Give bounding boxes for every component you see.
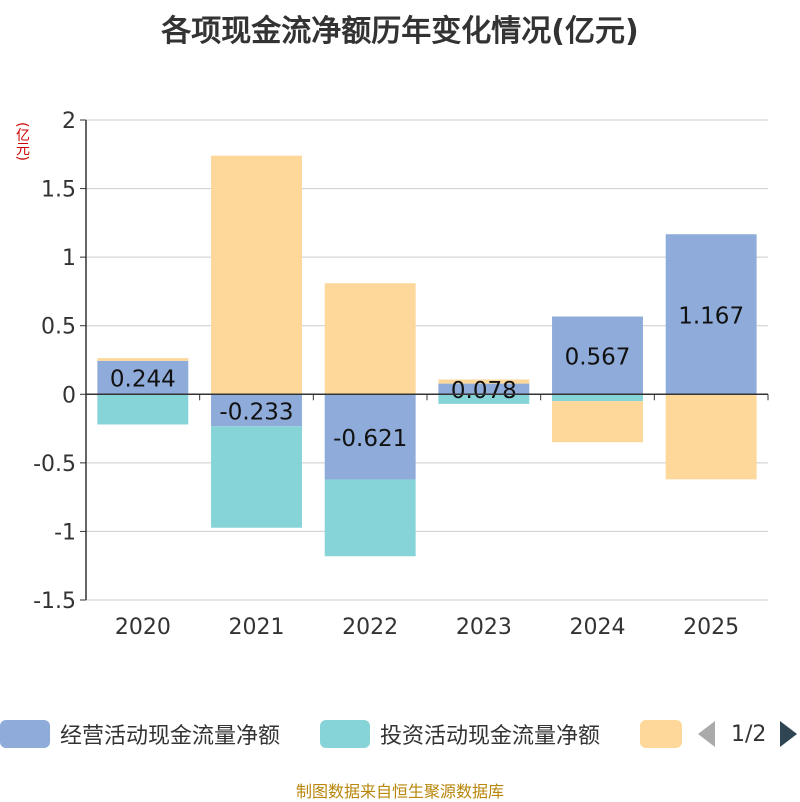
bar-2025-series-2 bbox=[665, 394, 757, 480]
legend-swatch-investing bbox=[320, 720, 370, 748]
y-tick-label: -0.5 bbox=[33, 452, 76, 477]
y-axis-unit-label: (亿元) bbox=[14, 122, 30, 161]
legend-page-indicator: 1/2 bbox=[731, 721, 767, 747]
data-label-2023: 0.078 bbox=[451, 378, 517, 404]
bar-2024-series-2 bbox=[552, 401, 643, 443]
data-label-2025: 1.167 bbox=[678, 303, 744, 329]
bar-2020-series-2 bbox=[97, 358, 189, 361]
x-tick-label: 2021 bbox=[229, 615, 285, 640]
x-tick-label: 2025 bbox=[683, 615, 739, 640]
data-label-2021: -0.233 bbox=[219, 399, 293, 425]
bar-2023-series-1 bbox=[438, 394, 530, 404]
y-tick-label: -1.5 bbox=[33, 589, 76, 614]
chart-area: 2 1.5 1 0.5 0 -0.5 -1 -1.5 0.244 2020 -0.233 2021 -0… bbox=[33, 109, 769, 640]
bar-2021-series-1 bbox=[211, 426, 302, 528]
x-tick-label: 2020 bbox=[115, 615, 171, 640]
bar-2024-series-1 bbox=[552, 394, 643, 402]
legend-item-operating[interactable]: 经营活动现金流量净额 bbox=[0, 716, 280, 752]
bar-2023-series-0 bbox=[438, 383, 530, 395]
legend-next-page-icon[interactable] bbox=[780, 721, 798, 747]
bar-2024-series-0 bbox=[552, 316, 643, 395]
y-tick-label: -1 bbox=[54, 520, 76, 545]
legend-swatch-financing bbox=[640, 720, 682, 748]
bar-2020-series-0 bbox=[97, 360, 189, 395]
legend-pager: 1/2 bbox=[698, 716, 798, 752]
y-tick-label: 0 bbox=[62, 383, 76, 408]
legend-prev-page-icon[interactable] bbox=[698, 721, 715, 747]
bar-2020-series-1 bbox=[97, 394, 189, 425]
x-tick-label: 2024 bbox=[570, 615, 626, 640]
data-label-2024: 0.567 bbox=[565, 344, 631, 370]
data-source-note: 制图数据来自恒生聚源数据库 bbox=[295, 782, 504, 801]
data-label-2020: 0.244 bbox=[110, 367, 176, 393]
bar-2021-series-0 bbox=[211, 394, 302, 427]
y-tick-label: 1 bbox=[62, 246, 76, 271]
legend-item-financing[interactable] bbox=[640, 716, 682, 752]
x-tick-label: 2022 bbox=[342, 615, 398, 640]
data-label-2022: -0.621 bbox=[333, 426, 407, 452]
bar-2022-series-2 bbox=[324, 283, 416, 395]
y-tick-label: 0.5 bbox=[41, 315, 76, 340]
legend-item-investing[interactable]: 投资活动现金流量净额 bbox=[320, 716, 600, 752]
chart-title: 各项现金流净额历年变化情况(亿元) bbox=[161, 14, 639, 49]
y-tick-label: 2 bbox=[62, 109, 76, 134]
legend: 经营活动现金流量净额 投资活动现金流量净额 1/2 bbox=[0, 716, 800, 752]
x-tick-label: 2023 bbox=[456, 615, 512, 640]
bar-2022-series-1 bbox=[324, 479, 416, 557]
legend-label-operating: 经营活动现金流量净额 bbox=[60, 724, 281, 749]
bar-2021-series-2 bbox=[211, 155, 302, 395]
bar-2025-series-0 bbox=[665, 234, 757, 395]
bar-2022-series-0 bbox=[324, 394, 416, 480]
y-tick-label: 1.5 bbox=[41, 178, 76, 203]
bar-2023-series-2 bbox=[438, 379, 530, 384]
legend-label-investing: 投资活动现金流量净额 bbox=[380, 724, 601, 749]
legend-swatch-operating bbox=[0, 720, 50, 748]
